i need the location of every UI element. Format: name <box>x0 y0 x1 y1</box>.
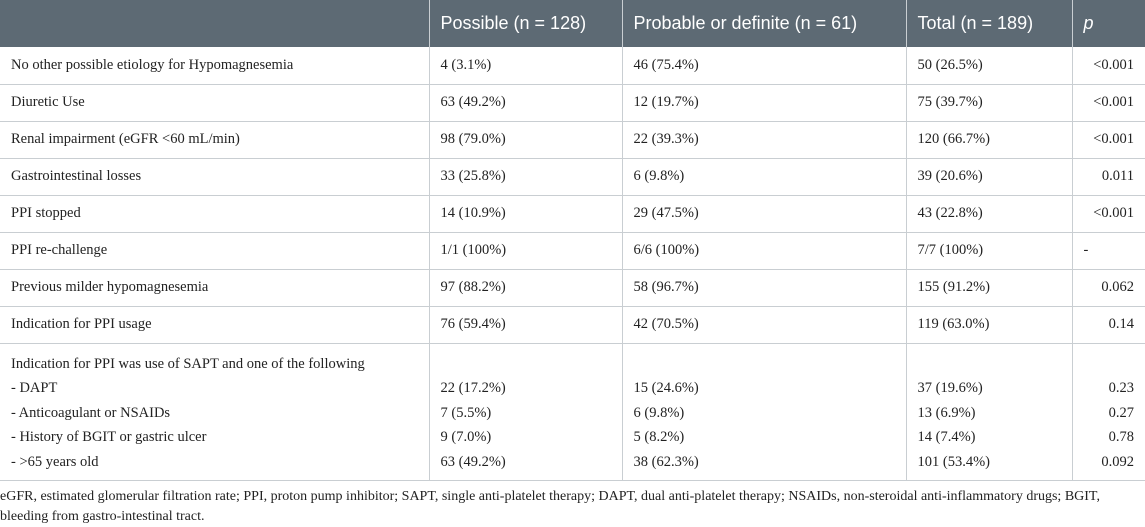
cell-p: 0.78 <box>1108 429 1134 445</box>
cell-p: <0.001 <box>1071 47 1145 85</box>
header-cell-p: p <box>1071 0 1145 47</box>
cell-possible: 9 (7.0%) <box>440 429 492 445</box>
group-probable-cell: 15 (24.6%) 6 (9.8%) 5 (8.2%) 38 (62.3%) <box>621 343 906 481</box>
row-label: Previous milder hypomagnesemia <box>0 269 429 307</box>
cell-probable: 6/6 (100%) <box>621 232 906 270</box>
table-row: Renal impairment (eGFR <60 mL/min) 98 (7… <box>0 121 1145 159</box>
group-item-label: - DAPT <box>11 380 58 396</box>
cell-total: 120 (66.7%) <box>905 121 1072 159</box>
table-row: Diuretic Use 63 (49.2%) 12 (19.7%) 75 (3… <box>0 84 1145 122</box>
row-label: Indication for PPI usage <box>0 306 429 344</box>
table-row: Indication for PPI usage 76 (59.4%) 42 (… <box>0 306 1145 344</box>
cell-probable: 6 (9.8%) <box>621 158 906 196</box>
cell-probable: 58 (96.7%) <box>621 269 906 307</box>
table-row: PPI re-challenge 1/1 (100%) 6/6 (100%) 7… <box>0 232 1145 270</box>
cell-possible: 97 (88.2%) <box>428 269 622 307</box>
cell-p: 0.14 <box>1071 306 1145 344</box>
cell-p: 0.011 <box>1071 158 1145 196</box>
cell-p: <0.001 <box>1071 121 1145 159</box>
table-row: No other possible etiology for Hypomagne… <box>0 47 1145 85</box>
group-label-cell: Indication for PPI was use of SAPT and o… <box>0 343 429 481</box>
table-row-group: Indication for PPI was use of SAPT and o… <box>0 343 1145 481</box>
cell-possible: 4 (3.1%) <box>428 47 622 85</box>
cell-p: 0.092 <box>1101 453 1134 470</box>
cell-total: 50 (26.5%) <box>905 47 1072 85</box>
cell-possible: 14 (10.9%) <box>428 195 622 233</box>
group-item-label: - Anticoagulant or NSAIDs <box>11 404 171 421</box>
group-p-cell: 0.23 0.27 0.78 0.092 <box>1071 343 1145 481</box>
cell-probable: 38 (62.3%) <box>633 453 699 470</box>
cell-total: 14 (7.4%) <box>917 429 976 445</box>
table-footnote: eGFR, estimated glomerular filtration ra… <box>0 489 1100 524</box>
cell-total: 39 (20.6%) <box>905 158 1072 196</box>
group-possible-cell: 22 (17.2%) 7 (5.5%) 9 (7.0%) 63 (49.2%) <box>428 343 622 481</box>
cell-possible: 33 (25.8%) <box>428 158 622 196</box>
cell-possible: 1/1 (100%) <box>428 232 622 270</box>
cell-total: 75 (39.7%) <box>905 84 1072 122</box>
row-label: Diuretic Use <box>0 84 429 122</box>
cell-possible: 63 (49.2%) <box>428 84 622 122</box>
cell-total: 101 (53.4%) <box>917 453 991 470</box>
table-header: Possible (n = 128) Probable or definite … <box>0 0 1145 47</box>
cell-p: <0.001 <box>1071 195 1145 233</box>
group-item-label: - >65 years old <box>11 453 99 470</box>
group-title: Indication for PPI was use of SAPT and o… <box>11 355 365 372</box>
cell-p: <0.001 <box>1071 84 1145 122</box>
table-row: PPI stopped 14 (10.9%) 29 (47.5%) 43 (22… <box>0 195 1145 233</box>
cell-total: 155 (91.2%) <box>905 269 1072 307</box>
cell-p: 0.23 <box>1108 380 1134 396</box>
cell-possible: 76 (59.4%) <box>428 306 622 344</box>
cell-probable: 42 (70.5%) <box>621 306 906 344</box>
group-total-cell: 37 (19.6%) 13 (6.9%) 14 (7.4%) 101 (53.4… <box>905 343 1072 481</box>
cell-total: 43 (22.8%) <box>905 195 1072 233</box>
cell-p: 0.27 <box>1108 404 1134 421</box>
group-item-label: - History of BGIT or gastric ulcer <box>11 429 207 445</box>
cell-total: 13 (6.9%) <box>917 404 976 421</box>
cell-probable: 22 (39.3%) <box>621 121 906 159</box>
row-label: Gastrointestinal losses <box>0 158 429 196</box>
header-cell-total: Total (n = 189) <box>905 0 1072 47</box>
cell-probable: 12 (19.7%) <box>621 84 906 122</box>
header-row: Possible (n = 128) Probable or definite … <box>0 0 1145 47</box>
cell-total: 119 (63.0%) <box>905 306 1072 344</box>
header-cell-label <box>0 0 429 47</box>
cell-probable: 5 (8.2%) <box>633 429 685 445</box>
cell-probable: 46 (75.4%) <box>621 47 906 85</box>
cell-possible: 7 (5.5%) <box>440 404 492 421</box>
cell-possible: 98 (79.0%) <box>428 121 622 159</box>
header-cell-possible: Possible (n = 128) <box>428 0 622 47</box>
cell-total: 37 (19.6%) <box>917 380 983 396</box>
cell-probable: 29 (47.5%) <box>621 195 906 233</box>
table-row: Gastrointestinal losses 33 (25.8%) 6 (9.… <box>0 158 1145 196</box>
row-label: Renal impairment (eGFR <60 mL/min) <box>0 121 429 159</box>
cell-probable: 15 (24.6%) <box>633 380 699 396</box>
data-table: Possible (n = 128) Probable or definite … <box>0 0 1145 481</box>
cell-probable: 6 (9.8%) <box>633 404 685 421</box>
table-row: Previous milder hypomagnesemia 97 (88.2%… <box>0 269 1145 307</box>
cell-possible: 22 (17.2%) <box>440 380 506 396</box>
cell-total: 7/7 (100%) <box>905 232 1072 270</box>
cell-p: 0.062 <box>1071 269 1145 307</box>
row-label: No other possible etiology for Hypomagne… <box>0 47 429 85</box>
cell-p: - <box>1071 232 1145 270</box>
row-label: PPI stopped <box>0 195 429 233</box>
row-label: PPI re-challenge <box>0 232 429 270</box>
cell-possible: 63 (49.2%) <box>440 453 506 470</box>
header-cell-probable: Probable or definite (n = 61) <box>621 0 906 47</box>
